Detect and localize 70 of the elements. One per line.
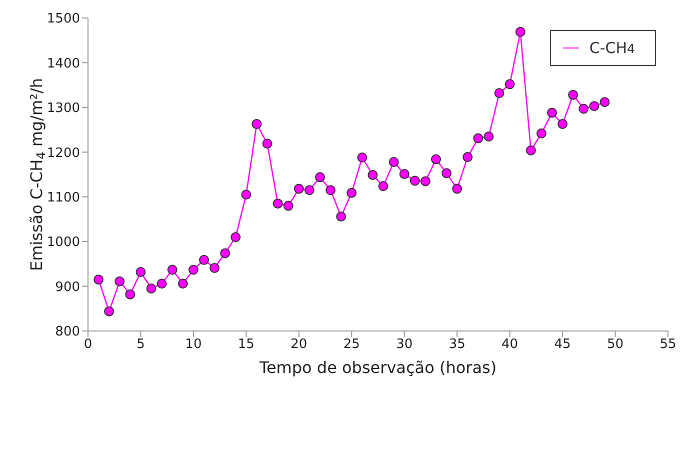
x-tick-label: 45 — [554, 337, 571, 352]
point — [452, 184, 462, 194]
point — [357, 152, 368, 163]
x-tick-label: 10 — [185, 337, 202, 352]
x-tick-label: 50 — [607, 337, 624, 352]
point — [262, 138, 272, 149]
point — [547, 108, 557, 118]
point — [315, 172, 325, 182]
point — [473, 133, 484, 144]
point — [220, 248, 230, 258]
y-tick-label: 1500 — [46, 12, 80, 27]
point — [326, 185, 336, 196]
x-tick-label: 0 — [84, 337, 92, 352]
point — [442, 168, 452, 178]
point — [283, 200, 294, 211]
point — [388, 156, 399, 167]
x-tick-label: 20 — [290, 337, 308, 352]
point — [600, 97, 610, 108]
point — [178, 278, 188, 289]
point — [346, 188, 357, 198]
point — [252, 118, 262, 129]
point — [558, 118, 568, 129]
point — [241, 190, 252, 200]
point — [589, 101, 600, 112]
point — [199, 254, 209, 265]
point — [294, 184, 304, 194]
y-tick-label: 1400 — [46, 56, 80, 72]
y-tick-label: 1000 — [46, 235, 80, 250]
point — [504, 79, 515, 90]
point — [125, 289, 136, 300]
point — [368, 170, 378, 180]
point — [146, 284, 156, 294]
y-tick-label: 800 — [55, 324, 80, 340]
point — [378, 181, 388, 192]
x-axis-title: Tempo de observação (horas) — [258, 358, 497, 377]
point — [410, 176, 420, 186]
point — [304, 185, 314, 196]
point — [114, 276, 125, 286]
point — [167, 264, 178, 275]
x-tick-label: 35 — [448, 337, 466, 352]
point — [94, 274, 104, 285]
x-tick-label: 55 — [660, 337, 676, 352]
y-tick-label: 1100 — [46, 190, 80, 206]
point — [462, 152, 473, 162]
point — [230, 232, 241, 242]
point — [420, 176, 430, 186]
point — [399, 169, 410, 180]
point — [431, 154, 441, 164]
point — [136, 266, 146, 277]
x-tick-label: 15 — [238, 337, 254, 352]
x-tick-label: 30 — [396, 337, 413, 352]
point — [536, 128, 546, 138]
point — [210, 262, 220, 273]
x-tick-label: 25 — [343, 337, 360, 352]
point — [526, 145, 536, 156]
x-tick-label: 5 — [136, 337, 145, 352]
point — [188, 264, 198, 275]
point — [568, 90, 578, 100]
point — [578, 104, 589, 114]
point — [104, 306, 114, 316]
x-tick-label: 40 — [502, 337, 518, 352]
point — [484, 131, 494, 142]
y-tick-label: 900 — [55, 280, 80, 295]
point — [156, 278, 167, 289]
point — [515, 26, 526, 37]
point — [494, 88, 504, 98]
y-tick-label: 1200 — [46, 146, 80, 161]
point — [272, 198, 283, 209]
y-tick-label: 1300 — [46, 101, 80, 116]
point — [336, 212, 346, 222]
